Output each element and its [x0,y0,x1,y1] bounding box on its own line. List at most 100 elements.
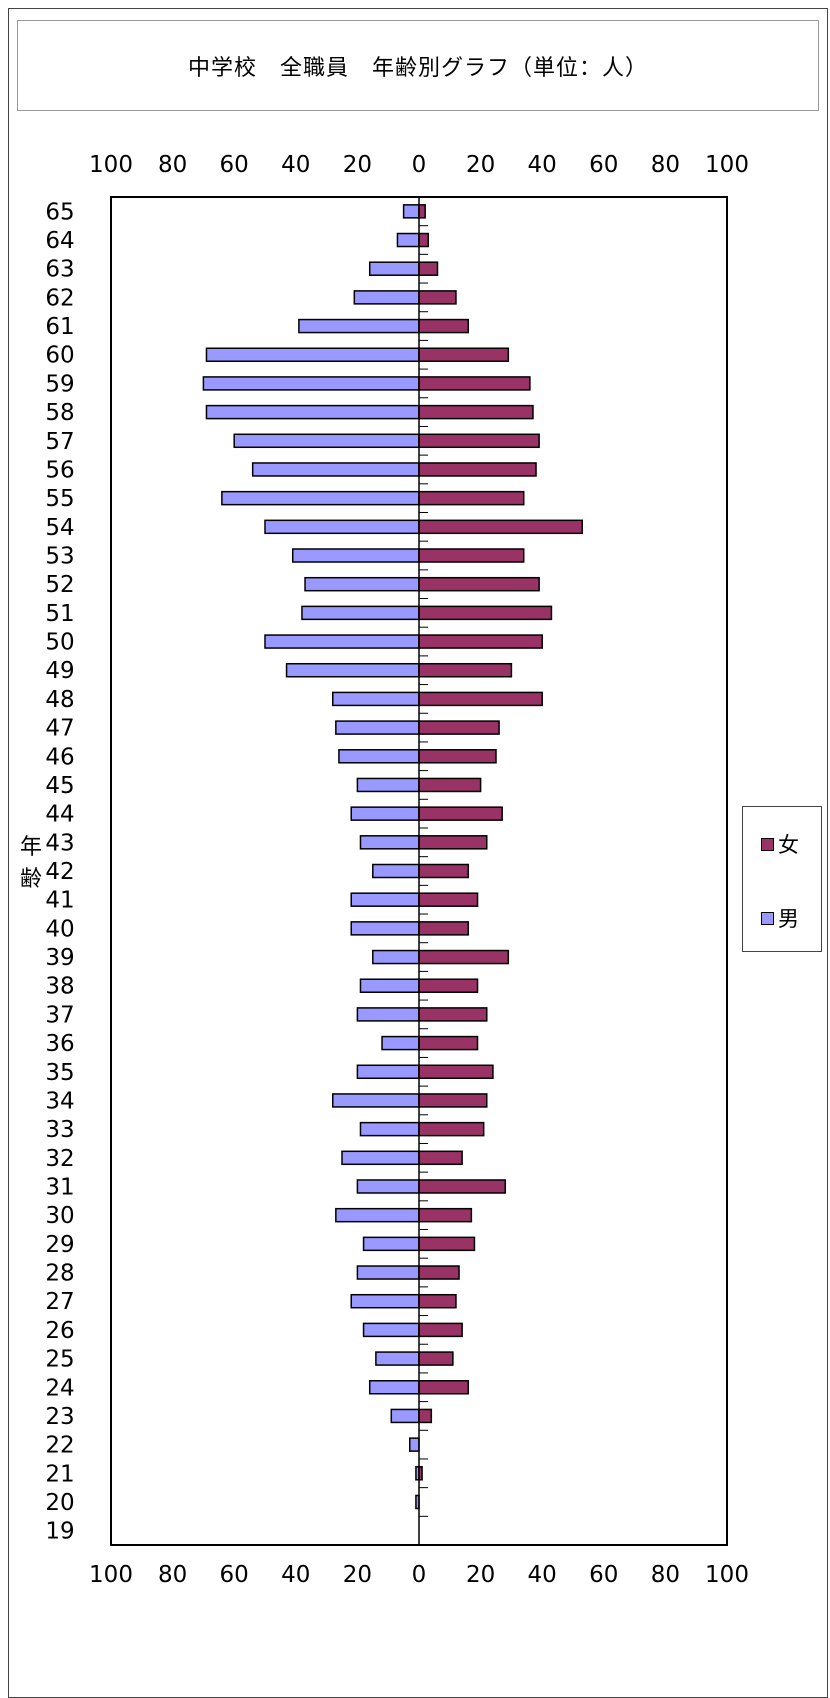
category-label: 27 [45,1289,74,1315]
bar-female [418,1093,488,1108]
x-tick-label-top: 60 [220,152,249,178]
category-label: 59 [45,371,74,397]
category-label: 56 [45,457,74,483]
bar-female [418,519,583,535]
bar-male [332,1093,420,1108]
legend-swatch-female [761,837,774,851]
category-label: 58 [45,400,74,426]
bar-female [418,1121,485,1137]
bar-female [418,290,457,305]
bar-female [418,634,543,649]
bar-female [418,490,525,506]
bar-male [264,634,420,649]
category-label: 33 [45,1117,74,1143]
bar-male [372,949,420,965]
category-label: 38 [45,974,74,1000]
bar-male [359,978,420,993]
bar-male [372,863,420,879]
category-label: 41 [45,888,74,914]
category-label: 20 [45,1490,74,1516]
category-label: 32 [45,1146,74,1172]
bar-female [418,691,543,707]
bar-male [301,605,420,621]
x-tick-label-top: 40 [281,152,310,178]
bar-male [233,433,420,449]
bar-female [418,863,470,879]
x-tick-label-bottom: 80 [651,1562,680,1588]
legend-item-male: 男 [761,903,799,933]
legend-item-female: 女 [761,829,799,859]
category-label: 39 [45,945,74,971]
bar-female [418,433,540,449]
bar-female [418,720,500,735]
x-tick-label-top: 60 [589,152,618,178]
category-label: 64 [45,228,74,254]
legend-label-female: 女 [778,833,799,857]
category-label: 65 [45,199,74,225]
x-tick-label-bottom: 20 [466,1562,495,1588]
bar-male [356,777,420,793]
x-tick-label-top: 40 [528,152,557,178]
chart-title: 中学校 全職員 年齢別グラフ（単位：人） [187,55,648,81]
bar-female [418,978,479,993]
legend-swatch-male [761,911,774,925]
bar-male [341,1150,420,1166]
bar-male [350,806,420,821]
bar-male [396,232,420,248]
bar-female [418,1064,494,1080]
category-label: 60 [45,343,74,369]
chart-title-box: 中学校 全職員 年齢別グラフ（単位：人） [17,20,819,111]
bar-male [298,318,420,334]
bar-male [304,576,420,592]
bar-female [418,576,540,592]
bar-female [418,1293,457,1309]
category-label: 54 [45,515,74,541]
bar-male [285,662,420,678]
category-label: 37 [45,1002,74,1028]
legend-label-male: 男 [778,907,799,931]
category-label: 44 [45,802,74,828]
bar-female [418,1035,479,1051]
legend: 女 男 [742,806,822,952]
bar-female [418,548,525,563]
x-tick-label-bottom: 40 [281,1562,310,1588]
category-label: 28 [45,1261,74,1287]
x-tick-label-bottom: 60 [220,1562,249,1588]
category-label: 19 [45,1519,74,1545]
bar-male [390,1408,420,1424]
x-tick-label-top: 80 [158,152,187,178]
category-label: 52 [45,572,74,598]
bar-male [251,462,420,477]
bar-female [418,404,534,420]
x-tick-label-top: 0 [412,152,427,178]
category-label: 30 [45,1203,74,1229]
bar-male [409,1437,420,1452]
bar-female [418,662,513,678]
category-label: 26 [45,1318,74,1344]
bar-female [418,376,531,391]
x-tick-label-bottom: 0 [412,1562,427,1588]
bar-female [418,1351,454,1366]
x-tick-label-top: 20 [343,152,372,178]
bar-male [332,691,420,707]
bar-male [335,1207,420,1223]
bar-female [418,1380,470,1395]
category-label: 42 [45,859,74,885]
bar-female [418,1408,433,1424]
bar-female [418,749,497,764]
bar-male [356,1265,420,1280]
category-label: 29 [45,1232,74,1258]
category-label: 21 [45,1461,74,1487]
bar-female [418,605,553,621]
category-label: 48 [45,687,74,713]
x-tick-label-top: 100 [705,152,749,178]
bar-female [418,892,479,907]
bar-male [356,1064,420,1080]
category-label: 47 [45,716,74,742]
bar-female [418,806,503,821]
bar-male [362,1322,420,1338]
bar-male [205,347,420,362]
bar-male [202,376,420,391]
x-tick-label-bottom: 60 [589,1562,618,1588]
bar-male [350,1293,420,1309]
